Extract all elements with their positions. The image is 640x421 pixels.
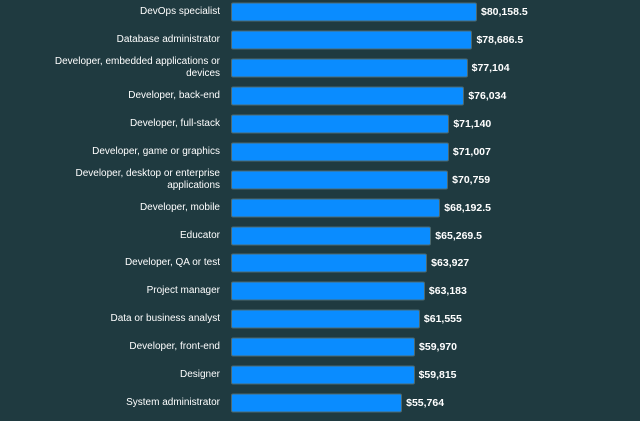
value-label: $61,555	[423, 313, 462, 326]
value-label: $59,970	[419, 341, 457, 354]
category-label: Developer, game or graphics	[92, 145, 220, 157]
category-label: Designer	[179, 369, 220, 381]
category-label: Educator	[179, 229, 220, 241]
category-label: Database administrator	[116, 33, 220, 45]
bar	[231, 114, 450, 134]
value-label: $63,927	[431, 257, 470, 270]
bar	[231, 226, 432, 246]
value-label: $76,034	[468, 89, 507, 102]
value-label: $71,007	[452, 145, 491, 158]
bar	[231, 198, 441, 218]
value-label: $70,759	[452, 173, 491, 186]
bar	[231, 2, 477, 22]
bar	[231, 309, 420, 329]
bar	[231, 30, 473, 50]
category-label: Developer, back-end	[128, 89, 220, 101]
bar	[231, 58, 468, 78]
value-label: $78,686.5	[476, 33, 524, 46]
value-label: $71,140	[453, 117, 492, 130]
value-label: $63,183	[428, 285, 467, 298]
bar	[231, 365, 415, 385]
category-label: Developer, QA or test	[124, 257, 220, 269]
bar	[231, 142, 449, 162]
value-label: $59,815	[418, 369, 457, 382]
category-label: System administrator	[126, 397, 220, 409]
category-label: Project manager	[146, 285, 220, 297]
bar	[231, 281, 425, 301]
value-label: $55,764	[406, 397, 445, 410]
value-label: $80,158.5	[481, 6, 528, 18]
category-label: Developer, embedded applications or devi…	[54, 55, 220, 79]
category-label: Developer, mobile	[139, 201, 220, 213]
bar	[231, 170, 449, 190]
category-label: Developer, full-stack	[129, 117, 220, 129]
category-label: Developer, front-end	[129, 341, 220, 353]
bar	[231, 86, 465, 106]
category-label: Data or business analyst	[110, 313, 220, 325]
category-label: DevOps specialist	[139, 6, 220, 17]
category-label: Developer, desktop or enterprise applica…	[75, 167, 220, 191]
value-label: $65,269.5	[435, 229, 483, 242]
value-label: $68,192.5	[444, 201, 491, 214]
bar	[231, 253, 428, 273]
bar	[231, 337, 416, 357]
value-label: $77,104	[471, 61, 510, 74]
bar	[231, 393, 403, 413]
